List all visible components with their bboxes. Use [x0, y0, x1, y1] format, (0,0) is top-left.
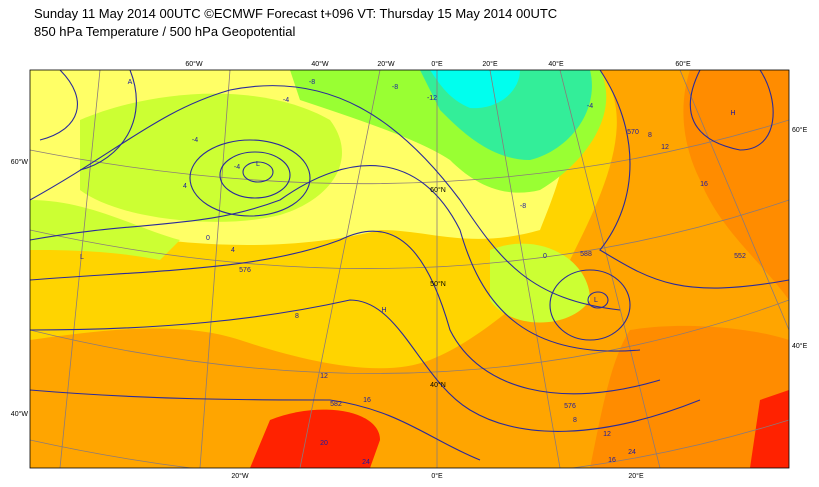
- contour-label: 4: [183, 183, 187, 190]
- contour-label: -8: [520, 203, 526, 210]
- lat-label: 50°N: [430, 280, 446, 288]
- map-frame: [29, 69, 790, 469]
- lat-label: 60°N: [430, 186, 446, 194]
- contour-label: 16: [608, 457, 616, 464]
- contour-label: 582: [330, 401, 342, 408]
- contour-label: 0: [543, 253, 547, 260]
- contour-label: 20: [320, 440, 328, 447]
- lon-label: 40°W: [311, 60, 329, 68]
- contour-label: 576: [564, 403, 576, 410]
- contour-label: 8: [573, 417, 577, 424]
- pressure-center: L: [594, 297, 598, 304]
- contour-label: 576: [239, 267, 251, 274]
- lon-label: 20°W: [377, 60, 395, 68]
- lat-label: 60°W: [11, 158, 29, 166]
- contour-label: 16: [700, 181, 708, 188]
- pressure-center: L: [256, 161, 260, 168]
- contour-label: 12: [661, 144, 669, 151]
- lon-label: 40°E: [548, 60, 564, 68]
- contour-label: 24: [628, 449, 636, 456]
- contour-label: -4: [587, 103, 593, 110]
- lat-label: 60°E: [792, 126, 808, 134]
- contour-label: -8: [392, 84, 398, 91]
- contour-label: 588: [580, 251, 592, 258]
- lon-label: 20°W: [231, 472, 249, 480]
- contour-label: 552: [734, 253, 746, 260]
- title: Sunday 11 May 2014 00UTC ©ECMWF Forecast…: [34, 6, 558, 21]
- contour-label: -12: [427, 95, 437, 102]
- lon-label: 20°E: [628, 472, 644, 480]
- pressure-center: H: [730, 110, 735, 117]
- pressure-center: A: [128, 79, 133, 86]
- geopotential-contours: [30, 70, 789, 461]
- pressure-center: L: [80, 254, 84, 261]
- contour-label: 4: [231, 247, 235, 254]
- temperature-field: [30, 70, 789, 468]
- lat-label: 40°N: [430, 381, 446, 389]
- contour-label: 0: [206, 235, 210, 242]
- lat-label: 40°W: [11, 410, 29, 418]
- lat-label: 40°E: [792, 342, 808, 350]
- contour-label: 16: [363, 397, 371, 404]
- lon-label: 0°E: [431, 472, 443, 480]
- pressure-center: H: [381, 307, 386, 314]
- contour-label: -8: [309, 79, 315, 86]
- lon-label: 60°W: [185, 60, 203, 68]
- lon-label: 20°E: [482, 60, 498, 68]
- contour-label: -4: [283, 97, 289, 104]
- subtitle: 850 hPa Temperature / 500 hPa Geopotenti…: [34, 24, 296, 39]
- lon-label: 0°E: [431, 60, 443, 68]
- lon-label: 60°E: [675, 60, 691, 68]
- contour-label: 8: [295, 313, 299, 320]
- contour-label: -4: [192, 137, 198, 144]
- contour-label: 8: [648, 132, 652, 139]
- contour-label: -4: [234, 164, 240, 171]
- contour-label: 24: [362, 459, 370, 466]
- contour-label: 570: [627, 129, 639, 136]
- contour-label: 12: [603, 431, 611, 438]
- contour-label: 12: [320, 373, 328, 380]
